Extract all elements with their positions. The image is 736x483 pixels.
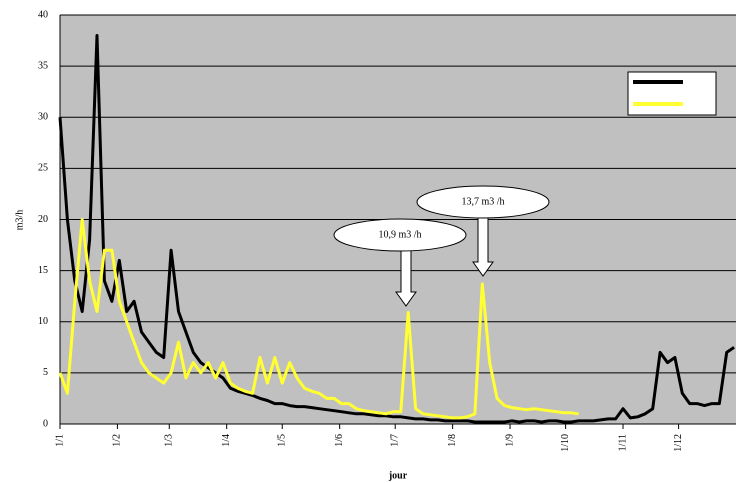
y-tick-label: 10 xyxy=(38,316,48,327)
series-line xyxy=(58,34,735,424)
legend-box xyxy=(627,71,717,116)
y-tick-label: 20 xyxy=(38,214,48,225)
x-tick-label: 1/4 xyxy=(221,434,232,447)
y-tick-label: 25 xyxy=(38,163,48,174)
y-tick-label: 40 xyxy=(38,9,48,20)
annotation-bubble xyxy=(333,218,467,252)
annotation-arrow xyxy=(472,216,494,277)
x-tick-label: 1/2 xyxy=(112,434,123,447)
x-tick-label: 1/1 xyxy=(54,434,65,447)
y-tick-label: 15 xyxy=(38,265,48,276)
x-tick-label: 1/6 xyxy=(334,434,345,447)
annotation-text: 13,7 m3 /h xyxy=(461,196,504,207)
y-axis-label: m3/h xyxy=(14,210,25,231)
x-axis-label: jour xyxy=(388,470,408,481)
x-tick-label: 1/12 xyxy=(673,434,684,452)
series-line xyxy=(58,218,579,420)
y-tick-label: 0 xyxy=(43,418,48,429)
x-tick-label: 1/10 xyxy=(560,434,571,452)
y-tick-label: 30 xyxy=(38,112,48,123)
x-tick-label: 1/8 xyxy=(447,434,458,447)
x-tick-label: 1/3 xyxy=(164,434,175,447)
annotation-bubble xyxy=(416,185,550,219)
y-tick-label: 35 xyxy=(38,60,48,71)
y-tick-label: 5 xyxy=(43,367,48,378)
x-tick-label: 1/9 xyxy=(504,434,515,447)
x-tick-label: 1/5 xyxy=(277,434,288,447)
annotation-arrow xyxy=(395,249,417,307)
x-tick-label: 1/7 xyxy=(390,434,401,447)
x-tick-label: 1/11 xyxy=(617,434,628,451)
annotation-text: 10,9 m3 /h xyxy=(378,229,421,240)
